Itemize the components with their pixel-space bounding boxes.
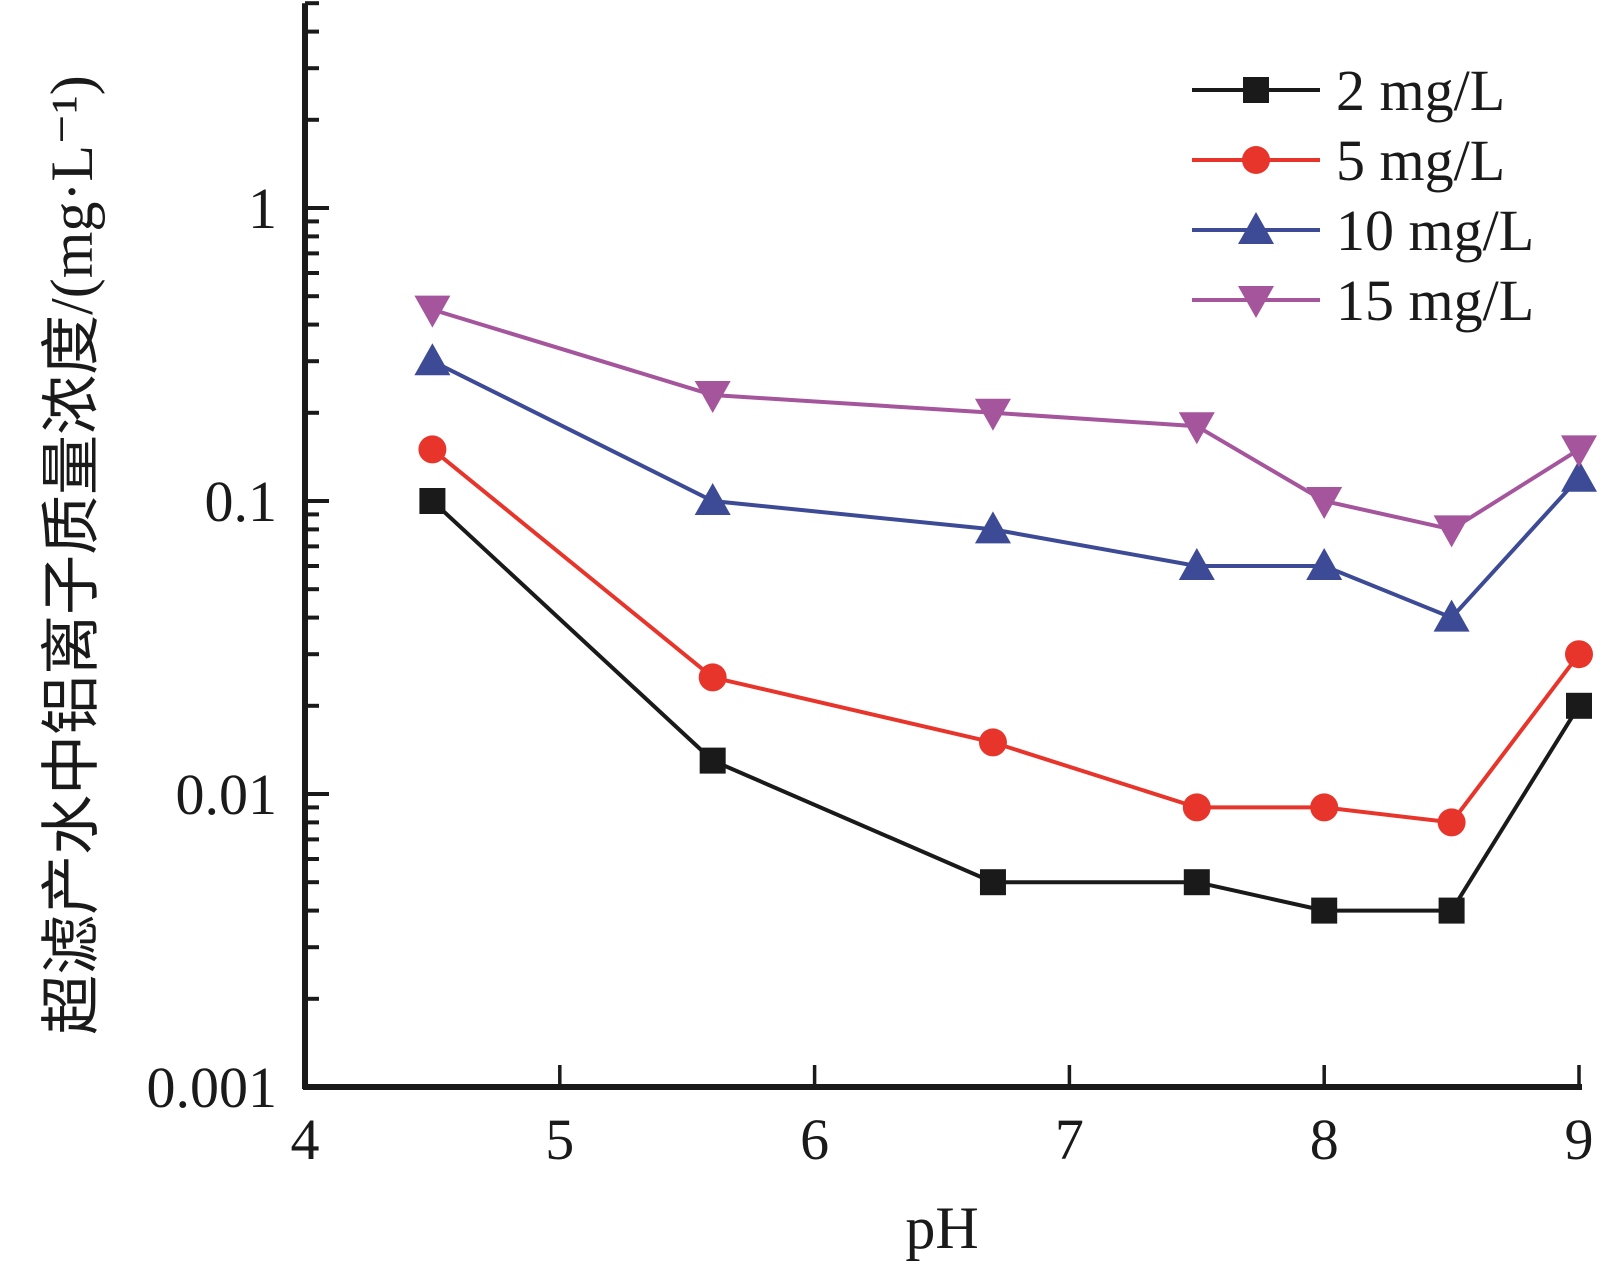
y-tick-label: 0.01 — [176, 762, 278, 827]
y-tick-label: 1 — [248, 176, 277, 241]
y-axis-title: 超滤产水中铝离子质量浓度/(mg·L⁻¹) — [39, 75, 105, 1035]
series-line — [431, 499, 1581, 913]
marker-square — [1311, 897, 1338, 924]
legend-label: 5 mg/L — [1336, 128, 1505, 193]
marker-circle — [1437, 808, 1466, 837]
marker-triangle-down — [974, 398, 1011, 431]
marker-triangle-down — [414, 295, 451, 328]
series-line — [431, 307, 1581, 532]
marker-circle — [418, 435, 447, 464]
series-5-mg-per-L — [418, 435, 1593, 837]
marker-triangle-down — [694, 381, 731, 414]
marker-triangle-down — [1561, 435, 1597, 468]
marker-triangle-up — [1306, 548, 1343, 581]
legend-label: 10 mg/L — [1336, 198, 1534, 263]
marker-triangle-down — [1238, 286, 1274, 318]
x-tick-label: 7 — [1055, 1107, 1084, 1172]
marker-square — [419, 488, 446, 514]
legend: 2 mg/L5 mg/L10 mg/L15 mg/L — [1192, 58, 1534, 333]
series-layer — [414, 295, 1597, 924]
series-2-mg-per-L — [419, 488, 1592, 924]
marker-square — [979, 869, 1006, 896]
marker-square — [699, 747, 726, 774]
x-axis-title: pH — [905, 1195, 978, 1261]
legend-item: 2 mg/L — [1192, 58, 1505, 123]
legend-item: 15 mg/L — [1192, 268, 1534, 333]
marker-triangle-up — [1561, 459, 1597, 492]
y-tick-label: 0.001 — [147, 1055, 278, 1120]
x-tick-label: 8 — [1310, 1107, 1339, 1172]
series-line — [431, 447, 1581, 825]
marker-square — [1566, 692, 1592, 719]
marker-triangle-up — [1433, 599, 1470, 632]
legend-item: 5 mg/L — [1192, 128, 1505, 193]
marker-triangle-down — [1306, 487, 1343, 519]
marker-circle — [978, 728, 1007, 757]
series-15-mg-per-L — [414, 295, 1597, 548]
marker-triangle-up — [1178, 548, 1215, 581]
x-tick-label: 6 — [800, 1107, 829, 1172]
marker-triangle-down — [1433, 515, 1470, 548]
legend-label: 2 mg/L — [1336, 58, 1505, 123]
marker-circle — [1242, 146, 1270, 174]
marker-square — [1243, 77, 1269, 103]
marker-triangle-up — [414, 343, 451, 376]
x-tick-label: 5 — [545, 1107, 574, 1172]
series-10-mg-per-L — [414, 343, 1597, 632]
legend-label: 15 mg/L — [1336, 268, 1534, 333]
marker-square — [1438, 897, 1465, 924]
axes: 4 5 6 7 8 9 0.001 0.01 0.1 1 — [147, 1, 1594, 1172]
marker-triangle-up — [694, 483, 731, 515]
marker-triangle-down — [1178, 412, 1215, 445]
y-tick-label: 0.1 — [205, 469, 278, 534]
x-tick-label: 4 — [291, 1107, 320, 1172]
marker-circle — [698, 663, 727, 692]
marker-square — [1183, 869, 1210, 896]
marker-triangle-up — [1238, 212, 1274, 244]
legend-item: 10 mg/L — [1192, 198, 1534, 263]
marker-circle — [1310, 793, 1339, 822]
marker-circle — [1565, 640, 1593, 669]
x-tick-label: 9 — [1565, 1107, 1594, 1172]
marker-circle — [1182, 793, 1211, 822]
marker-triangle-up — [974, 511, 1011, 544]
